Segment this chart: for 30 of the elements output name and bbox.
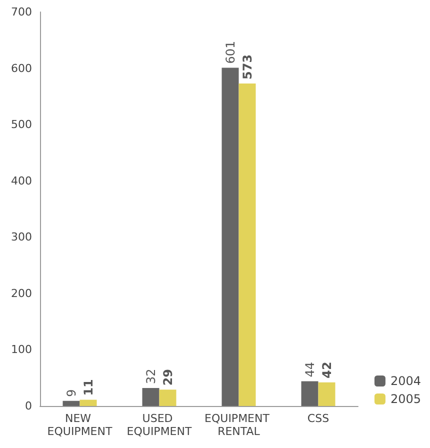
- x-tick-label: EQUIPMENT RENTAL: [204, 412, 273, 438]
- y-tick-label: 400: [11, 174, 32, 188]
- x-tick-label: CSS: [307, 412, 330, 425]
- bar: [222, 68, 239, 406]
- data-label: 32: [144, 368, 158, 384]
- data-label: 11: [81, 379, 96, 396]
- bar: [301, 381, 318, 406]
- data-label: 573: [240, 54, 254, 80]
- data-label: 44: [302, 362, 317, 378]
- y-tick-label: 700: [11, 6, 32, 18]
- legend-label: 2005: [390, 392, 422, 406]
- bar: [80, 400, 97, 406]
- y-tick-label: 0: [25, 400, 32, 412]
- data-label: 42: [320, 362, 334, 378]
- legend-label: 2004: [390, 374, 422, 388]
- x-tick-label: USED EQUIPMENT: [126, 412, 192, 438]
- y-tick-label: 200: [11, 286, 32, 300]
- x-tick-label: NEW EQUIPMENT: [47, 412, 112, 438]
- data-label: 29: [160, 368, 175, 386]
- bar: [62, 400, 80, 406]
- data-label: 9: [64, 389, 78, 397]
- bar: [159, 390, 176, 406]
- y-tick-label: 300: [11, 230, 32, 244]
- bar: [318, 382, 336, 406]
- data-label: 601: [223, 40, 238, 64]
- y-tick-label: 100: [11, 343, 32, 356]
- bar: [238, 83, 256, 406]
- bar: [142, 388, 160, 406]
- y-tick-label: 600: [11, 62, 32, 75]
- y-tick-label: 500: [11, 118, 32, 132]
